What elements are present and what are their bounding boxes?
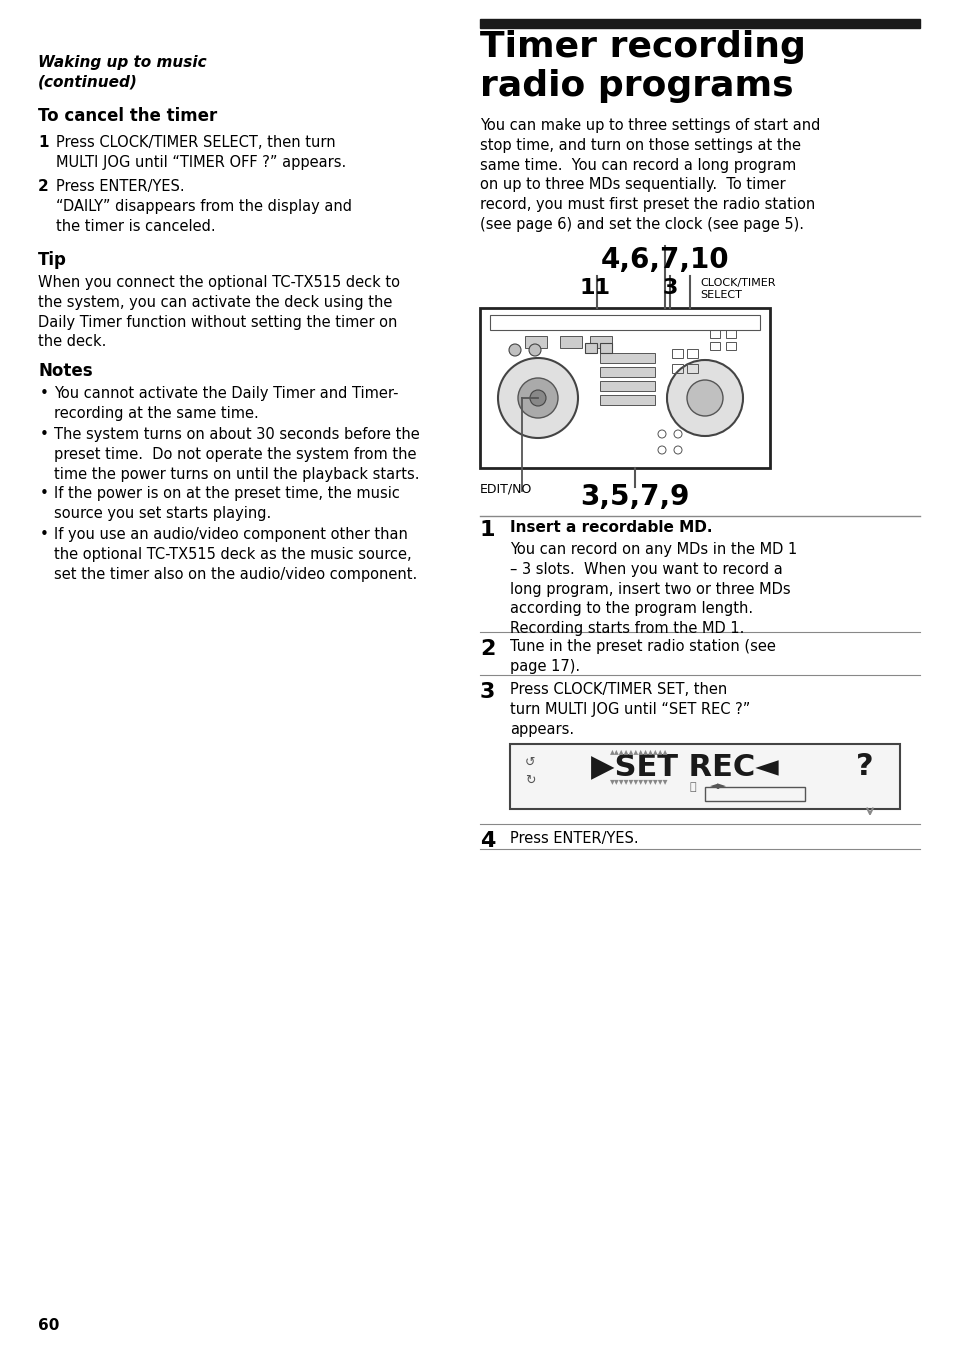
Text: EDIT/NO: EDIT/NO xyxy=(479,482,532,496)
Text: 60: 60 xyxy=(38,1318,59,1333)
Text: Timer recording
radio programs: Timer recording radio programs xyxy=(479,30,805,103)
Text: 1: 1 xyxy=(38,136,49,150)
Text: 4: 4 xyxy=(479,831,495,851)
Circle shape xyxy=(530,390,545,406)
Text: 3: 3 xyxy=(661,278,677,298)
Text: Waking up to music
(continued): Waking up to music (continued) xyxy=(38,56,207,89)
Text: You can record on any MDs in the MD 1
– 3 slots.  When you want to record a
long: You can record on any MDs in the MD 1 – … xyxy=(510,542,797,637)
Text: CLOCK/TIMER
SELECT: CLOCK/TIMER SELECT xyxy=(700,278,775,301)
Bar xyxy=(671,364,682,373)
Text: Press ENTER/YES.
“DAILY” disappears from the display and
the timer is canceled.: Press ENTER/YES. “DAILY” disappears from… xyxy=(56,179,352,233)
Text: To cancel the timer: To cancel the timer xyxy=(38,107,217,125)
Bar xyxy=(510,744,899,809)
Text: 3,5,7,9: 3,5,7,9 xyxy=(579,482,689,511)
Text: 2: 2 xyxy=(479,640,495,659)
Text: Notes: Notes xyxy=(38,362,92,379)
Text: If the power is on at the preset time, the music
source you set starts playing.: If the power is on at the preset time, t… xyxy=(54,486,399,520)
Text: ↺: ↺ xyxy=(524,756,535,770)
Bar xyxy=(686,350,698,358)
Text: ⏱: ⏱ xyxy=(689,782,696,793)
Circle shape xyxy=(529,344,540,356)
Bar xyxy=(709,341,720,350)
Text: Press CLOCK/TIMER SET, then
turn MULTI JOG until “SET REC ?”
appears.: Press CLOCK/TIMER SET, then turn MULTI J… xyxy=(510,682,750,737)
Text: •: • xyxy=(40,386,49,401)
Text: 11: 11 xyxy=(578,278,610,298)
Text: You can make up to three settings of start and
stop time, and turn on those sett: You can make up to three settings of sta… xyxy=(479,118,820,232)
Bar xyxy=(524,336,546,348)
Text: •: • xyxy=(40,486,49,501)
Text: Tip: Tip xyxy=(38,251,67,270)
Text: If you use an audio/video component other than
the optional TC-TX515 deck as the: If you use an audio/video component othe… xyxy=(54,527,416,581)
Text: ?: ? xyxy=(855,752,873,780)
Bar xyxy=(686,364,698,373)
Text: 2: 2 xyxy=(38,179,49,194)
Bar xyxy=(599,396,655,405)
Text: You cannot activate the Daily Timer and Timer-
recording at the same time.: You cannot activate the Daily Timer and … xyxy=(54,386,398,421)
Circle shape xyxy=(509,344,520,356)
Circle shape xyxy=(666,360,742,436)
Text: 1: 1 xyxy=(479,520,495,541)
Bar xyxy=(479,19,919,28)
Bar xyxy=(589,336,612,348)
Bar xyxy=(559,336,581,348)
Text: 3: 3 xyxy=(479,682,495,702)
Bar xyxy=(671,350,682,358)
Text: When you connect the optional TC-TX515 deck to
the system, you can activate the : When you connect the optional TC-TX515 d… xyxy=(38,275,399,350)
Circle shape xyxy=(686,379,722,416)
Text: •: • xyxy=(40,527,49,542)
Circle shape xyxy=(497,358,578,438)
Text: ▴▴▴▴▴▴▴▴▴▴▴▴: ▴▴▴▴▴▴▴▴▴▴▴▴ xyxy=(609,747,668,756)
Text: Insert a recordable MD.: Insert a recordable MD. xyxy=(510,520,712,535)
Text: 4,6,7,10: 4,6,7,10 xyxy=(600,247,728,274)
Text: •: • xyxy=(40,427,49,442)
Circle shape xyxy=(517,378,558,417)
Bar xyxy=(599,343,612,354)
Bar xyxy=(479,308,769,467)
Bar xyxy=(704,787,804,801)
Text: Press ENTER/YES.: Press ENTER/YES. xyxy=(510,831,638,846)
Bar xyxy=(599,354,655,363)
Text: ↻: ↻ xyxy=(524,774,535,787)
Bar xyxy=(709,331,720,337)
Text: ▶SET REC◄: ▶SET REC◄ xyxy=(591,752,778,780)
Bar xyxy=(599,381,655,392)
Bar xyxy=(490,314,760,331)
Text: The system turns on about 30 seconds before the
preset time.  Do not operate the: The system turns on about 30 seconds bef… xyxy=(54,427,419,481)
Bar xyxy=(725,331,735,337)
Bar xyxy=(725,341,735,350)
Bar xyxy=(599,367,655,377)
Bar xyxy=(584,343,597,354)
Text: Tune in the preset radio station (see
page 17).: Tune in the preset radio station (see pa… xyxy=(510,640,775,673)
Text: Press CLOCK/TIMER SELECT, then turn
MULTI JOG until “TIMER OFF ?” appears.: Press CLOCK/TIMER SELECT, then turn MULT… xyxy=(56,136,346,169)
Text: ▾▾▾▾▾▾▾▾▾▾▾▾: ▾▾▾▾▾▾▾▾▾▾▾▾ xyxy=(609,776,668,786)
Text: ◄►: ◄► xyxy=(709,780,726,791)
